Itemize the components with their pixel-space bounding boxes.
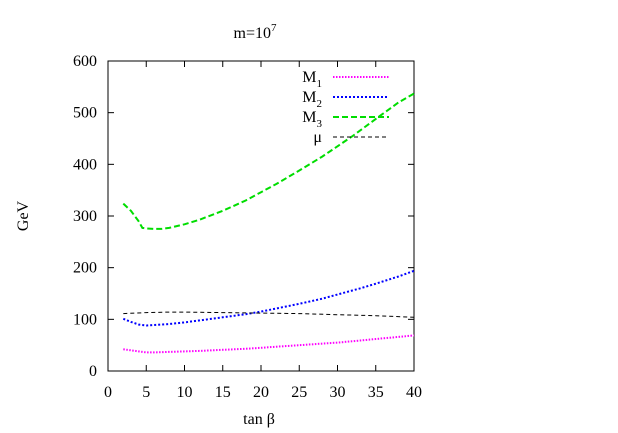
x-tick-label: 15 xyxy=(215,384,231,401)
y-tick-label: 500 xyxy=(73,105,97,122)
y-axis-label: GeV xyxy=(15,200,32,231)
series-line-2 xyxy=(122,269,415,327)
series-line-1 xyxy=(123,334,415,354)
x-axis-label: tan β xyxy=(243,411,275,428)
y-tick-label: 400 xyxy=(73,156,97,173)
y-tick-label: 100 xyxy=(73,311,97,328)
chart-title: m=107 xyxy=(234,22,277,42)
y-tick-label: 600 xyxy=(73,53,97,70)
x-tick-label: 10 xyxy=(177,384,193,401)
series-line-4 xyxy=(123,311,415,318)
x-tick-label: 30 xyxy=(330,384,346,401)
y-tick-label: 0 xyxy=(89,363,97,380)
legend-label-3: M3 xyxy=(302,109,322,130)
x-tick-label: 25 xyxy=(291,384,307,401)
x-tick-label: 20 xyxy=(253,384,269,401)
series-line-3 xyxy=(122,92,415,230)
x-tick-label: 0 xyxy=(104,384,112,401)
y-tick-label: 300 xyxy=(73,208,97,225)
x-tick-label: 40 xyxy=(406,384,422,401)
plot-frame xyxy=(107,60,415,372)
x-tick-label: 35 xyxy=(368,384,384,401)
legend-label-4: μ xyxy=(313,129,322,146)
y-tick-label: 200 xyxy=(73,260,97,277)
legend-label-1: M1 xyxy=(302,69,322,90)
legend-label-2: M2 xyxy=(302,89,322,110)
x-tick-label: 5 xyxy=(142,384,150,401)
